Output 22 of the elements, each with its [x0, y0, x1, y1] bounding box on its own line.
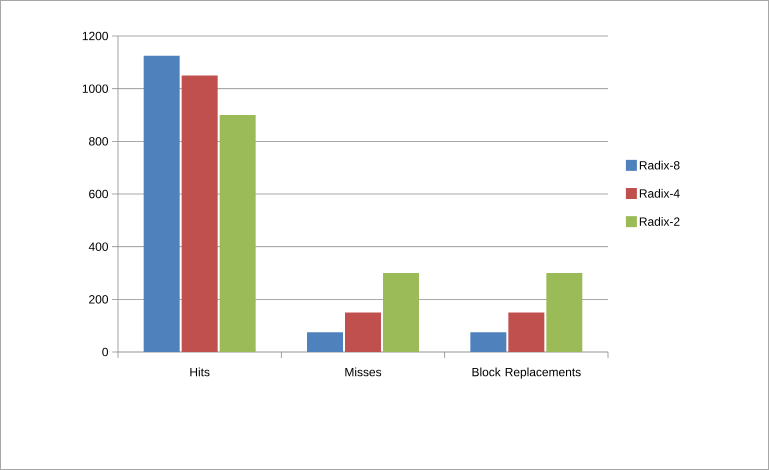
y-tick-label: 1200	[82, 32, 108, 40]
legend-label: Radix-4	[640, 188, 680, 198]
x-tick-label: Block Replacements	[472, 368, 581, 379]
bar	[220, 115, 256, 352]
y-tick-label: 1000	[82, 84, 108, 93]
legend-label: Radix-2	[640, 217, 680, 226]
bar	[382, 273, 419, 352]
bar	[307, 332, 344, 352]
y-tick-label: 200	[89, 295, 108, 304]
y-tick-label: 0	[102, 348, 108, 356]
legend-label: Radix-8	[640, 160, 680, 170]
bar	[508, 312, 544, 352]
bar	[470, 332, 506, 352]
bar	[345, 312, 381, 352]
y-tick-label: 800	[89, 137, 108, 146]
y-tick-label: 600	[89, 190, 108, 198]
bar	[182, 76, 218, 352]
bar	[144, 56, 180, 352]
x-tick-label: Misses	[345, 368, 382, 376]
y-tick-label: 400	[88, 242, 108, 251]
bar	[546, 273, 582, 352]
x-tick-label: Hits	[190, 368, 210, 376]
